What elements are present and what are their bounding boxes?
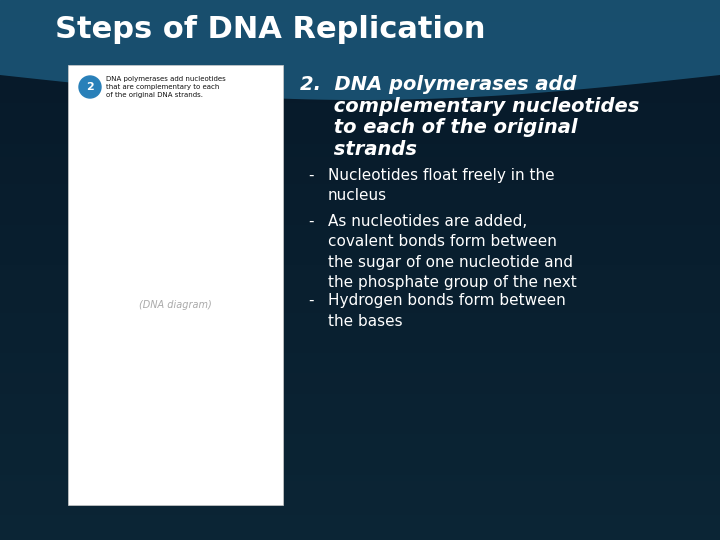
- Bar: [0, 291, 720, 297]
- Bar: [0, 276, 720, 284]
- Text: 2.  DNA polymerases add: 2. DNA polymerases add: [300, 75, 577, 94]
- Text: 2: 2: [86, 82, 94, 92]
- Text: -: -: [308, 214, 313, 229]
- Bar: [0, 162, 720, 168]
- Bar: [0, 216, 720, 222]
- Bar: [0, 74, 720, 81]
- Bar: [0, 14, 720, 20]
- Bar: [0, 168, 720, 176]
- Text: Nucleotides float freely in the
nucleus: Nucleotides float freely in the nucleus: [328, 168, 554, 203]
- Bar: [0, 399, 720, 405]
- Bar: [0, 453, 720, 459]
- Bar: [0, 317, 720, 324]
- Bar: [0, 128, 720, 135]
- Bar: [0, 102, 720, 108]
- Text: -: -: [308, 293, 313, 308]
- Text: (DNA diagram): (DNA diagram): [139, 300, 212, 310]
- Bar: [0, 195, 720, 202]
- Bar: [0, 526, 720, 534]
- Bar: [0, 446, 720, 453]
- Bar: [0, 438, 720, 445]
- Text: -: -: [308, 168, 313, 183]
- Bar: [0, 122, 720, 128]
- Bar: [0, 426, 720, 432]
- Bar: [0, 284, 720, 291]
- Bar: [0, 372, 720, 378]
- Bar: [0, 27, 720, 33]
- Bar: [0, 47, 720, 54]
- Bar: [0, 209, 720, 216]
- Text: Steps of DNA Replication: Steps of DNA Replication: [55, 16, 485, 44]
- Bar: [0, 330, 720, 338]
- Bar: [0, 459, 720, 465]
- Bar: [0, 297, 720, 303]
- Bar: [0, 81, 720, 87]
- Bar: [0, 87, 720, 94]
- Bar: [0, 405, 720, 411]
- Bar: [0, 500, 720, 507]
- Polygon shape: [0, 0, 720, 100]
- Bar: [0, 141, 720, 149]
- Bar: [0, 249, 720, 256]
- Bar: [0, 303, 720, 310]
- Bar: [0, 492, 720, 500]
- Bar: [0, 411, 720, 418]
- Bar: [0, 156, 720, 162]
- Bar: [0, 472, 720, 480]
- Bar: [0, 183, 720, 189]
- Bar: [0, 148, 720, 156]
- FancyBboxPatch shape: [68, 65, 283, 505]
- Bar: [0, 418, 720, 426]
- Bar: [0, 534, 720, 540]
- Bar: [0, 378, 720, 384]
- Text: to each of the original: to each of the original: [300, 118, 577, 137]
- Bar: [0, 357, 720, 364]
- Bar: [0, 222, 720, 230]
- Bar: [0, 392, 720, 399]
- Bar: [0, 202, 720, 209]
- Bar: [0, 432, 720, 438]
- Bar: [0, 237, 720, 243]
- Bar: [0, 351, 720, 357]
- Bar: [0, 480, 720, 486]
- Bar: [0, 324, 720, 330]
- Text: strands: strands: [300, 140, 417, 159]
- Bar: [0, 256, 720, 263]
- Bar: [0, 6, 720, 14]
- Bar: [0, 513, 720, 519]
- Bar: [0, 519, 720, 526]
- Bar: [0, 33, 720, 40]
- Bar: [0, 176, 720, 183]
- Bar: [0, 465, 720, 472]
- Bar: [0, 40, 720, 47]
- Bar: [0, 338, 720, 345]
- Bar: [0, 345, 720, 351]
- Bar: [0, 68, 720, 74]
- Bar: [0, 60, 720, 68]
- Bar: [0, 189, 720, 195]
- Bar: [0, 310, 720, 317]
- Bar: [0, 0, 720, 6]
- Bar: [0, 115, 720, 122]
- Bar: [0, 263, 720, 270]
- Bar: [0, 94, 720, 102]
- Bar: [0, 384, 720, 391]
- Bar: [0, 20, 720, 27]
- Bar: [0, 486, 720, 492]
- Bar: [0, 54, 720, 60]
- Bar: [0, 364, 720, 372]
- Bar: [0, 507, 720, 513]
- Text: DNA polymerases add nucleotides
that are complementary to each
of the original D: DNA polymerases add nucleotides that are…: [106, 76, 226, 98]
- Bar: [0, 108, 720, 115]
- Circle shape: [79, 76, 101, 98]
- Bar: [0, 135, 720, 141]
- Bar: [0, 270, 720, 276]
- Text: Hydrogen bonds form between
the bases: Hydrogen bonds form between the bases: [328, 293, 566, 329]
- Text: complementary nucleotides: complementary nucleotides: [300, 97, 639, 116]
- Text: As nucleotides are added,
covalent bonds form between
the sugar of one nucleotid: As nucleotides are added, covalent bonds…: [328, 214, 577, 290]
- Bar: [0, 243, 720, 249]
- Bar: [0, 230, 720, 237]
